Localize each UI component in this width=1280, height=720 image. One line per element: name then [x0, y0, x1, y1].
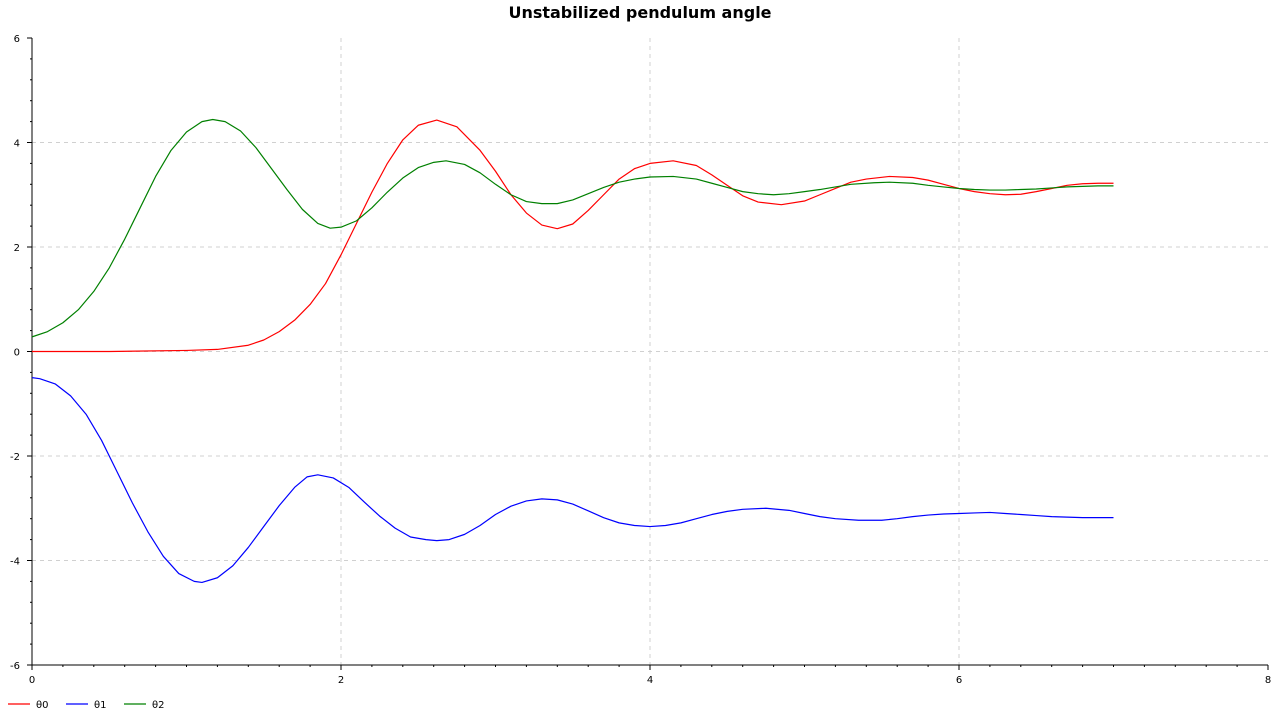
- y-tick-label: 2: [14, 243, 20, 254]
- series-line-2: [31, 118, 1114, 338]
- x-tick-label: 0: [29, 675, 35, 686]
- y-tick-label: -4: [10, 557, 20, 568]
- grid-lines: [32, 38, 1268, 665]
- y-tick-label: 4: [14, 139, 20, 150]
- series-line-0: [32, 119, 1114, 353]
- y-tick-label: 0: [14, 348, 20, 359]
- legend-label-0: θ0: [36, 700, 48, 711]
- series-line-1: [31, 377, 1114, 584]
- x-tick-label: 4: [647, 675, 653, 686]
- axis-ticks: 0 2 4 6 8 6 4 2 0 -2 -4 -6: [10, 34, 1271, 686]
- x-tick-label: 6: [956, 675, 962, 686]
- y-tick-label: -2: [10, 452, 20, 463]
- y-tick-label: -6: [10, 661, 20, 672]
- chart-title: Unstabilized pendulum angle: [508, 3, 772, 22]
- legend: θ0 θ1 θ2: [8, 700, 164, 711]
- x-tick-label: 8: [1265, 675, 1271, 686]
- plot-series: [31, 118, 1114, 584]
- legend-label-1: θ1: [94, 700, 106, 711]
- y-tick-label: 6: [14, 34, 20, 45]
- x-tick-label: 2: [338, 675, 344, 686]
- legend-label-2: θ2: [152, 700, 164, 711]
